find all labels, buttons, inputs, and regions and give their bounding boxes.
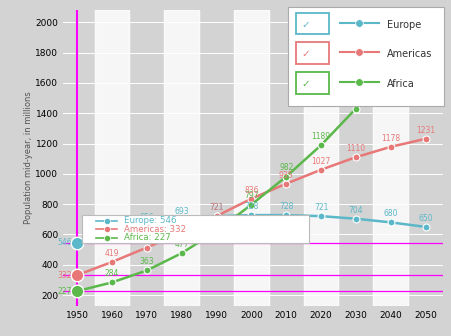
FancyBboxPatch shape bbox=[295, 42, 328, 64]
Text: 656: 656 bbox=[139, 213, 154, 222]
Text: ✓: ✓ bbox=[301, 19, 310, 30]
Text: 797: 797 bbox=[244, 192, 258, 201]
Text: 728: 728 bbox=[278, 202, 293, 211]
Text: ✓: ✓ bbox=[301, 49, 310, 59]
FancyBboxPatch shape bbox=[288, 7, 443, 106]
Text: 614: 614 bbox=[174, 219, 189, 228]
Text: 1110: 1110 bbox=[345, 144, 364, 153]
Text: Africa: Africa bbox=[386, 79, 414, 89]
Text: 680: 680 bbox=[382, 209, 397, 218]
Text: 514: 514 bbox=[139, 235, 154, 243]
Text: 650: 650 bbox=[417, 214, 432, 223]
Text: 1700: 1700 bbox=[380, 54, 400, 64]
Bar bbox=[234, 10, 268, 306]
Text: 477: 477 bbox=[174, 240, 189, 249]
Bar bbox=[234, 10, 268, 306]
Bar bbox=[94, 10, 129, 306]
Text: 1937: 1937 bbox=[415, 18, 434, 28]
Text: 1189: 1189 bbox=[311, 132, 330, 141]
Text: 935: 935 bbox=[278, 171, 293, 179]
Text: 1178: 1178 bbox=[380, 134, 400, 143]
Bar bbox=[164, 10, 199, 306]
Text: Africa: 227: Africa: 227 bbox=[124, 233, 170, 242]
Text: 693: 693 bbox=[174, 207, 189, 216]
Text: 419: 419 bbox=[105, 249, 119, 258]
Text: 1027: 1027 bbox=[311, 157, 330, 166]
Bar bbox=[373, 10, 407, 306]
Text: 284: 284 bbox=[105, 269, 119, 278]
Text: 704: 704 bbox=[348, 206, 363, 215]
Bar bbox=[164, 10, 199, 306]
Text: 836: 836 bbox=[244, 185, 258, 195]
Text: 605: 605 bbox=[105, 220, 119, 229]
Text: Americas: Americas bbox=[386, 49, 431, 59]
FancyBboxPatch shape bbox=[82, 215, 308, 243]
Text: 728: 728 bbox=[244, 202, 258, 211]
Text: 721: 721 bbox=[209, 203, 223, 212]
Text: Americas: 332: Americas: 332 bbox=[124, 225, 186, 234]
Bar bbox=[373, 10, 407, 306]
FancyBboxPatch shape bbox=[295, 72, 328, 94]
Text: 1430: 1430 bbox=[345, 95, 365, 104]
Text: 721: 721 bbox=[313, 203, 327, 212]
Text: 1231: 1231 bbox=[415, 126, 434, 135]
Text: Europe: Europe bbox=[386, 19, 420, 30]
Text: ✓: ✓ bbox=[301, 79, 310, 89]
Text: 721: 721 bbox=[209, 203, 223, 212]
Bar bbox=[94, 10, 129, 306]
Text: 227: 227 bbox=[57, 287, 72, 296]
Y-axis label: Population mid-year, in millions: Population mid-year, in millions bbox=[23, 91, 32, 224]
Text: 546: 546 bbox=[57, 238, 72, 247]
Bar bbox=[303, 10, 338, 306]
Text: 363: 363 bbox=[139, 257, 154, 266]
Text: Europe: 546: Europe: 546 bbox=[124, 216, 176, 225]
Text: 982: 982 bbox=[278, 163, 293, 172]
Text: 332: 332 bbox=[57, 270, 72, 280]
FancyBboxPatch shape bbox=[295, 13, 328, 35]
Bar bbox=[303, 10, 338, 306]
Text: 623: 623 bbox=[209, 218, 223, 227]
